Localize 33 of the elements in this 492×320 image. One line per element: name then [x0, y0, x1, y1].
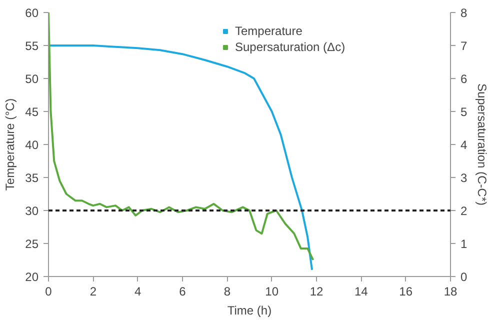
y-tick-label: 45 — [25, 105, 39, 119]
y-tick-label: 55 — [25, 39, 39, 53]
x-tick-label: 2 — [90, 284, 97, 298]
y-tick-label: 20 — [25, 270, 39, 284]
y-tick-label: 50 — [25, 72, 39, 86]
x-tick-label: 0 — [45, 284, 52, 298]
y2-tick-label: 3 — [460, 171, 468, 185]
y-axis-title: Temperature (°C) — [3, 98, 18, 191]
y-tick-label: 25 — [25, 237, 39, 251]
y2-tick-label: 1 — [460, 237, 468, 251]
x-tick-label: 16 — [399, 284, 413, 298]
y2-tick-label: 6 — [460, 72, 468, 86]
y-tick-label: 35 — [25, 171, 39, 185]
y2-tick-label: 0 — [460, 270, 468, 284]
x-tick-label: 4 — [134, 284, 142, 298]
y2-tick-label: 8 — [460, 6, 468, 20]
x-tick-label: 10 — [265, 284, 279, 298]
x-tick-label: 12 — [310, 284, 324, 298]
x-tick-label: 6 — [179, 284, 186, 298]
y2-tick-label: 4 — [460, 138, 468, 152]
y-tick-label: 40 — [25, 138, 39, 152]
y2-axis-title: Supersaturation (C-C*) — [475, 83, 490, 206]
x-tick-label: 18 — [444, 284, 458, 298]
x-tick-label: 8 — [224, 284, 231, 298]
y2-tick-label: 5 — [460, 105, 468, 119]
legend-label: Temperature — [235, 24, 302, 38]
y-tick-label: 30 — [25, 204, 39, 218]
x-tick-label: 14 — [354, 284, 368, 298]
legend-label: Supersaturation (Δc) — [235, 40, 346, 54]
x-axis-title: Time (h) — [227, 304, 272, 318]
y2-tick-label: 7 — [460, 39, 468, 53]
y-tick-label: 60 — [25, 6, 39, 20]
y2-tick-label: 2 — [460, 204, 468, 218]
